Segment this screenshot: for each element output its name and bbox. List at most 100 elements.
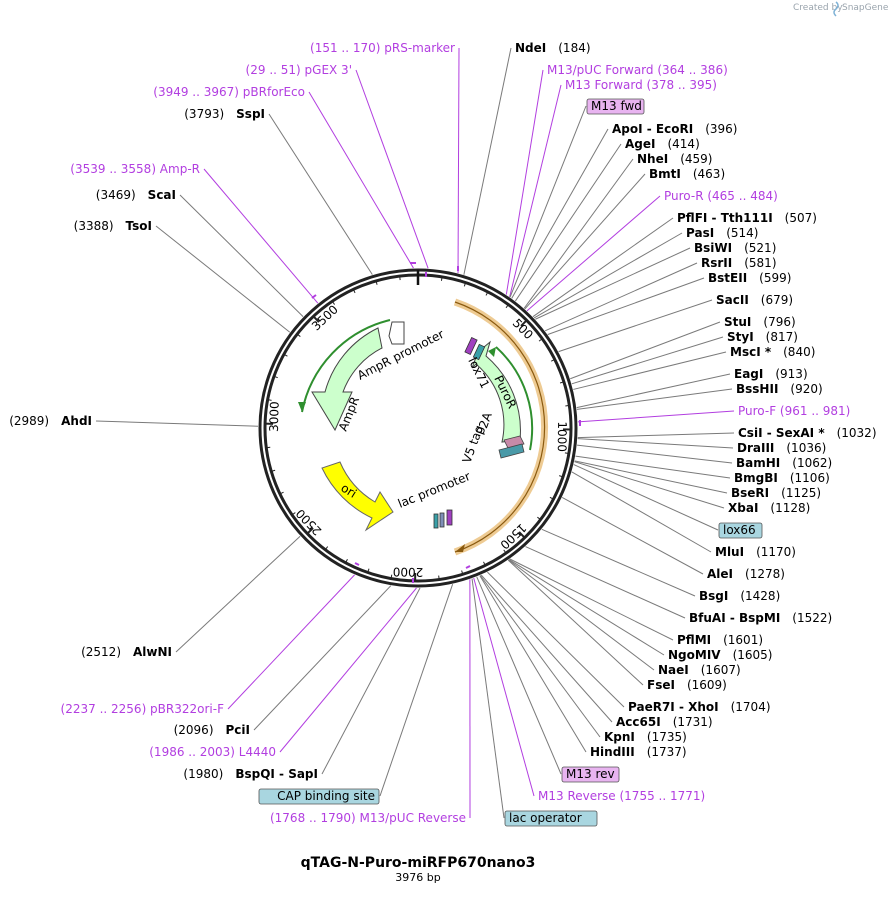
enzyme-position: (1607) (701, 663, 741, 677)
enzyme-name: BsgI (699, 589, 728, 603)
v5-tag-arrow (498, 443, 525, 459)
tick-mark (267, 399, 272, 401)
feature-box (718, 522, 763, 539)
leader-line (308, 91, 414, 269)
tick-mark (306, 527, 314, 535)
feature-box-label: CAP binding site (277, 789, 375, 803)
tick-mark (367, 568, 370, 573)
leader-line (532, 217, 674, 318)
primer-label: (3539 .. 3558) Amp-R (70, 162, 200, 176)
leader-line (509, 558, 674, 641)
tick-mark (538, 338, 543, 342)
ampr-strand-line (301, 319, 391, 413)
tick-mark (565, 404, 570, 407)
leader-line (227, 574, 355, 710)
lox71-box-purple (464, 336, 478, 356)
tick-mark (375, 280, 378, 285)
enzyme-position: (679) (761, 293, 793, 307)
tick-mark (352, 289, 356, 294)
enzyme-position: (1036) (786, 441, 826, 455)
enzyme-position: (1125) (781, 486, 821, 500)
leader-line (175, 535, 301, 653)
enzyme-name: XbaI (728, 501, 758, 515)
leader-line (473, 577, 535, 797)
primer-label: Puro-R (465 .. 484) (664, 189, 778, 203)
enzyme-position: (1609) (687, 678, 727, 692)
cds-arc-line (454, 301, 546, 553)
enzyme-position: (1737) (647, 745, 687, 759)
tick-label: 2500 (293, 506, 324, 538)
cds-arrowhead (455, 544, 465, 552)
backbone-outer (258, 268, 578, 588)
enzyme-position: (1278) (745, 567, 785, 581)
brand-text: SnapGene (842, 3, 889, 13)
leader-line (463, 47, 512, 275)
tick-mark (505, 304, 509, 309)
tick-label: 1000 (555, 421, 569, 452)
leader-line (533, 232, 683, 319)
enzyme-position: (184) (558, 41, 590, 55)
tick-mark (518, 531, 526, 539)
leader-line (574, 461, 725, 509)
enzyme-position: (3388) (74, 219, 114, 233)
leader-line (547, 277, 705, 335)
tick-mark (559, 381, 565, 384)
enzyme-position: (1106) (790, 471, 830, 485)
tick-label: 3500 (309, 302, 341, 333)
leader-line (577, 410, 735, 423)
leader-line (321, 587, 421, 775)
leader-line (561, 496, 704, 575)
plasmid-name: qTAG-N-Puro-miRFP670nano3 (301, 855, 536, 871)
credit-text: Created by (793, 3, 843, 13)
tick-mark (331, 300, 335, 305)
tick-mark (564, 452, 569, 455)
snapgene-logo-icon (833, 1, 839, 17)
enzyme-position: (1704) (731, 700, 771, 714)
feature-box-label: lac operator (509, 811, 582, 825)
enzyme-name: RsrII (701, 256, 732, 270)
enzyme-position: (1032) (837, 426, 877, 440)
enzyme-name: StyI (727, 330, 754, 344)
leader-line (576, 388, 733, 410)
tick-mark (463, 282, 467, 287)
leader-line (508, 559, 655, 671)
enzyme-name: BmtI (649, 167, 681, 181)
m13-rev-box (446, 509, 453, 526)
cap-site-box (439, 512, 445, 528)
enzyme-position: (3469) (96, 188, 136, 202)
leader-line (479, 575, 587, 753)
primer-label: (3949 .. 3967) pBRforEco (153, 85, 305, 99)
enzyme-name: AgeI (625, 137, 655, 151)
tick-mark (440, 276, 443, 281)
enzyme-position: (1601) (723, 633, 763, 647)
tick-mark (296, 333, 301, 337)
leader-line (203, 168, 319, 304)
enzyme-name: PflFI - Tth111I (677, 211, 773, 225)
enzyme-name: PciI (226, 723, 251, 737)
tick-mark (271, 469, 276, 472)
enzyme-position: (2512) (81, 645, 121, 659)
primer-label: (1768 .. 1790) M13/pUC Reverse (270, 811, 466, 825)
enzyme-position: (521) (744, 241, 776, 255)
ori-feature-arrow (321, 461, 394, 532)
enzyme-position: (3793) (184, 107, 224, 121)
enzyme-name: BfuAI - BspMI (689, 611, 780, 625)
enzyme-name: AhdI (61, 414, 92, 428)
enzyme-position: (459) (680, 152, 712, 166)
feature-box (586, 98, 645, 115)
tick-mark (266, 446, 271, 449)
enzyme-position: (920) (790, 382, 822, 396)
tick-mark (483, 561, 486, 566)
leader-line (526, 195, 661, 312)
enzyme-name: BamHI (736, 456, 780, 470)
enzyme-name: AlwNI (133, 645, 172, 659)
leader-line (577, 432, 735, 439)
enzyme-position: (514) (726, 226, 758, 240)
enzyme-name: SacII (716, 293, 749, 307)
tick-mark (312, 315, 320, 323)
enzyme-position: (1170) (756, 545, 796, 559)
enzyme-position: (1128) (770, 501, 810, 515)
tick-mark (279, 491, 284, 495)
enzyme-position: (913) (775, 367, 807, 381)
